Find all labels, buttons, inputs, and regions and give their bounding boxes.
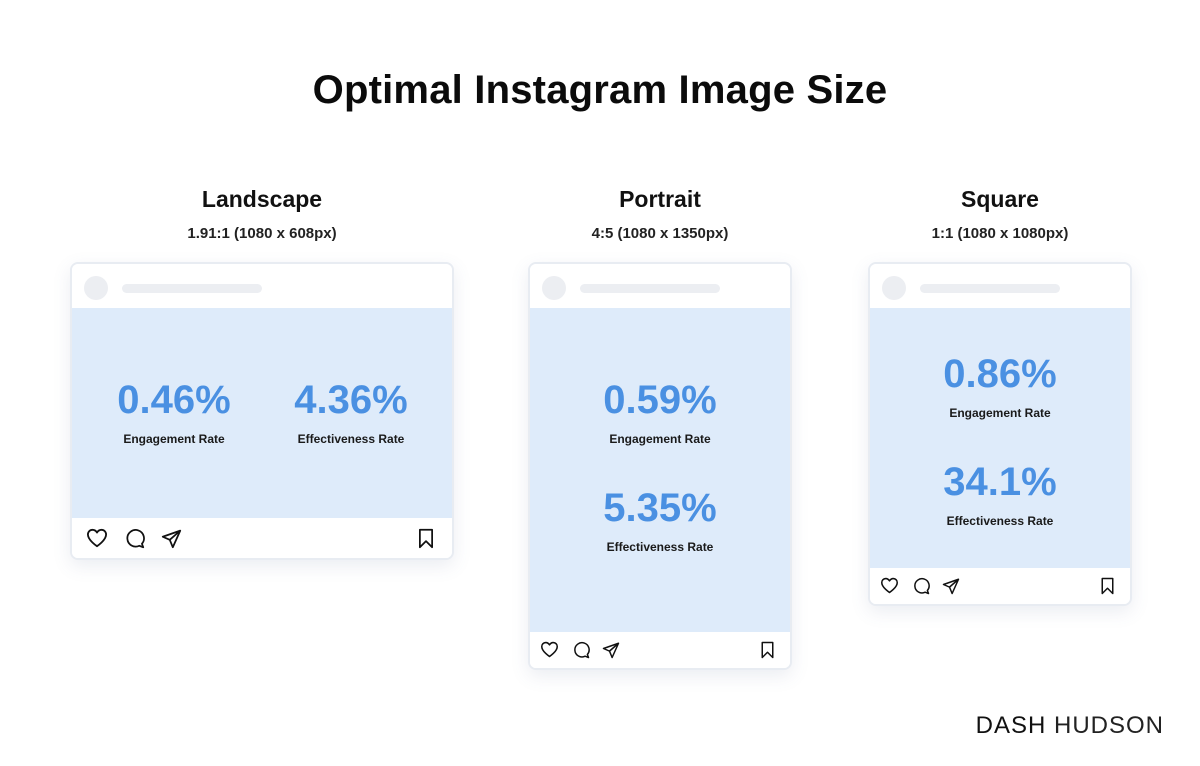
send-icon[interactable]: [942, 577, 960, 595]
post-media: 0.86% Engagement Rate 34.1% Effectivenes…: [870, 308, 1130, 568]
send-icon[interactable]: [602, 641, 620, 659]
send-icon[interactable]: [161, 528, 182, 549]
bookmark-icon[interactable]: [417, 528, 435, 549]
column-dimensions: 1.91:1 (1080 x 608px): [187, 225, 337, 242]
column-dimensions: 1:1 (1080 x 1080px): [931, 225, 1069, 242]
post-actions: [530, 632, 790, 668]
brand-logo: DASH HUDSON: [976, 712, 1164, 740]
brand-logo-part1: DASH: [975, 712, 1047, 739]
comment-icon[interactable]: [912, 577, 930, 595]
post-card-landscape: 0.46% Engagement Rate 4.36% Effectivenes…: [70, 262, 454, 560]
metric-value: 0.59%: [603, 378, 717, 422]
post-card-square: 0.86% Engagement Rate 34.1% Effectivenes…: [868, 262, 1132, 606]
metric-value: 5.35%: [603, 486, 717, 530]
metric-effectiveness: 5.35% Effectiveness Rate: [572, 488, 748, 554]
post-media: 0.46% Engagement Rate 4.36% Effectivenes…: [72, 308, 452, 518]
avatar-placeholder: [542, 276, 566, 300]
column-header-portrait: Portrait 4:5 (1080 x 1350px): [460, 186, 860, 242]
column-header-landscape: Landscape 1.91:1 (1080 x 608px): [62, 186, 462, 242]
metric-engagement: 0.59% Engagement Rate: [572, 380, 748, 446]
metric-label: Effectiveness Rate: [297, 432, 405, 446]
heart-icon[interactable]: [86, 528, 108, 548]
metric-label: Engagement Rate: [609, 432, 711, 446]
post-card-portrait: 0.59% Engagement Rate 5.35% Effectivenes…: [528, 262, 792, 670]
heart-icon[interactable]: [880, 577, 899, 594]
metric-engagement: 0.86% Engagement Rate: [912, 354, 1088, 420]
metric-value: 4.36%: [294, 378, 408, 422]
metric-value: 34.1%: [943, 460, 1057, 504]
brand-logo-part2: HUDSON: [1053, 712, 1164, 739]
post-actions: [72, 518, 452, 558]
metric-value: 0.46%: [117, 378, 231, 422]
comment-icon[interactable]: [124, 528, 145, 549]
comment-icon[interactable]: [572, 641, 590, 659]
avatar-placeholder: [882, 276, 906, 300]
metric-label: Engagement Rate: [949, 406, 1051, 420]
post-header: [72, 264, 452, 308]
metric-engagement: 0.46% Engagement Rate: [106, 380, 242, 446]
column-header-square: Square 1:1 (1080 x 1080px): [800, 186, 1200, 242]
page-title: Optimal Instagram Image Size: [312, 68, 888, 112]
metric-effectiveness: 34.1% Effectiveness Rate: [912, 462, 1088, 528]
bookmark-icon[interactable]: [1100, 577, 1115, 595]
metric-label: Effectiveness Rate: [946, 514, 1054, 528]
heart-icon[interactable]: [540, 641, 559, 658]
metric-label: Engagement Rate: [123, 432, 225, 446]
column-title: Square: [961, 186, 1039, 212]
avatar-placeholder: [84, 276, 108, 300]
metric-effectiveness: 4.36% Effectiveness Rate: [276, 380, 426, 446]
column-title: Portrait: [619, 186, 701, 212]
metric-value: 0.86%: [943, 352, 1057, 396]
column-dimensions: 4:5 (1080 x 1350px): [591, 225, 729, 242]
username-placeholder: [580, 284, 720, 293]
username-placeholder: [122, 284, 262, 293]
post-media: 0.59% Engagement Rate 5.35% Effectivenes…: [530, 308, 790, 632]
metric-label: Effectiveness Rate: [606, 540, 714, 554]
post-actions: [870, 568, 1130, 604]
bookmark-icon[interactable]: [760, 641, 775, 659]
column-title: Landscape: [201, 186, 323, 212]
post-header: [530, 264, 790, 308]
username-placeholder: [920, 284, 1060, 293]
post-header: [870, 264, 1130, 308]
